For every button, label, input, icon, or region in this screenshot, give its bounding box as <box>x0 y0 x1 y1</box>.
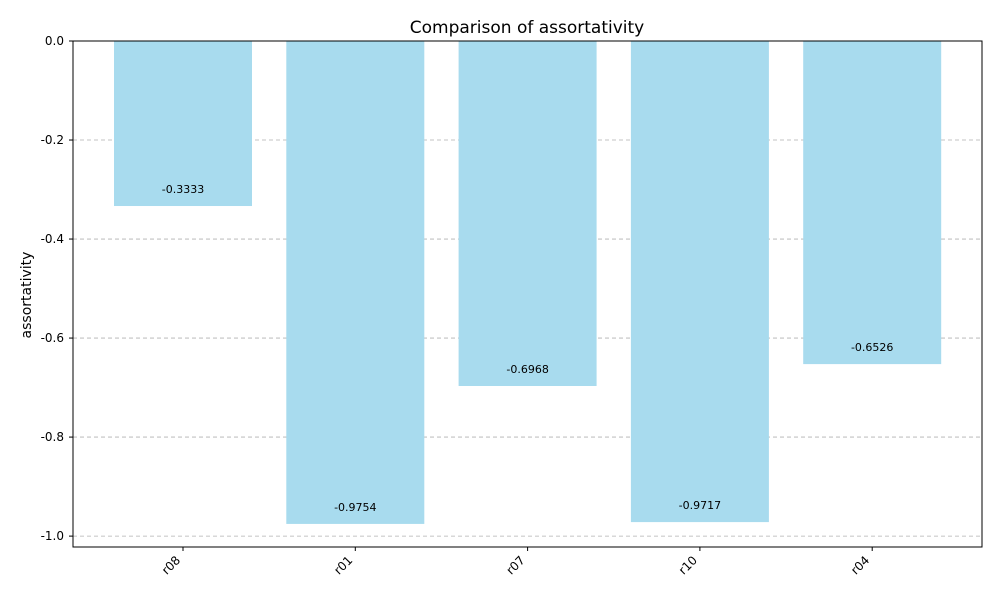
y-axis-label: assortativity <box>19 252 35 339</box>
bars <box>114 41 942 524</box>
bar-r08 <box>114 41 252 207</box>
y-tick-label: -0.8 <box>41 430 64 444</box>
value-label-r04: -0.6526 <box>851 341 893 354</box>
value-label-r07: -0.6968 <box>506 363 548 376</box>
y-tick-label: -0.6 <box>41 331 64 345</box>
y-tick-label: -1.0 <box>41 529 64 543</box>
bar-r07 <box>458 41 597 386</box>
bar-r01 <box>286 41 425 524</box>
chart-title: Comparison of assortativity <box>410 18 644 38</box>
y-tick-label: -0.4 <box>41 232 64 246</box>
plot-frame <box>72 40 983 548</box>
x-axis-ticks: r08 r01 r07 r10 r04 <box>159 547 873 577</box>
x-tick-label-r01: r01 <box>331 553 355 577</box>
bar-r10 <box>630 41 769 523</box>
value-label-r08: -0.3333 <box>162 183 204 196</box>
value-labels: -0.3333 -0.9754 -0.6968 -0.9717 -0.6526 <box>162 183 894 514</box>
bar-r04 <box>803 41 942 365</box>
y-tick-label: -0.2 <box>41 133 64 147</box>
x-tick-label-r04: r04 <box>848 553 872 577</box>
x-tick-label-r07: r07 <box>504 553 528 577</box>
x-tick-label-r08: r08 <box>159 553 183 577</box>
x-tick-label-r10: r10 <box>676 553 700 577</box>
value-label-r10: -0.9717 <box>679 499 721 512</box>
y-tick-label: 0.0 <box>45 34 64 48</box>
value-label-r01: -0.9754 <box>334 501 376 514</box>
y-axis-ticks: 0.0 -0.2 -0.4 -0.6 -0.8 -1.0 <box>41 34 73 543</box>
